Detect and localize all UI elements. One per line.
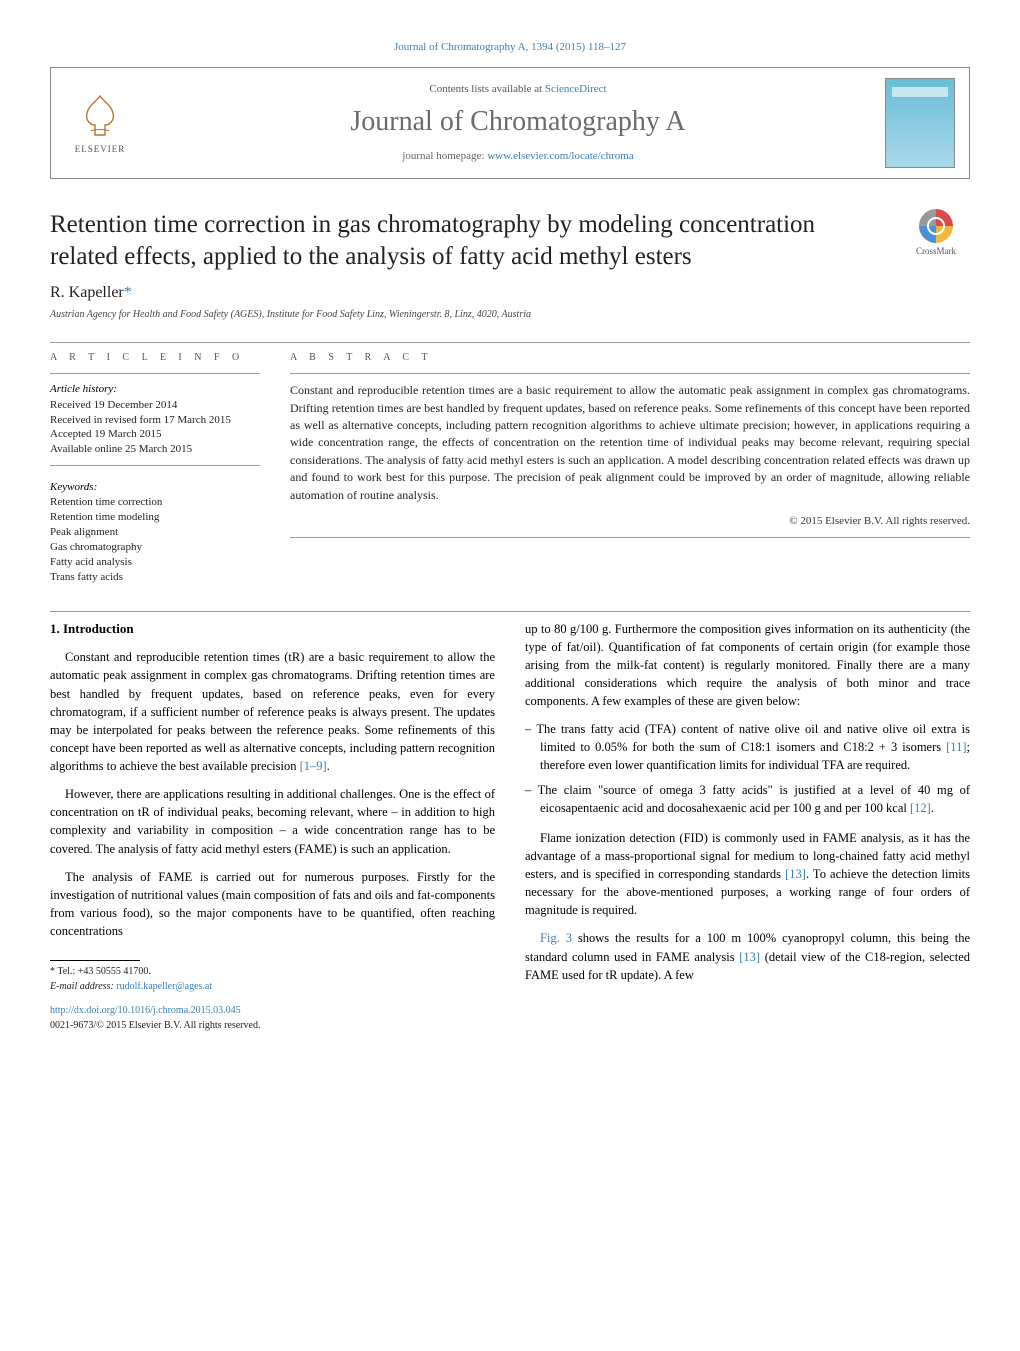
ref-link-1-9[interactable]: [1–9] — [300, 759, 327, 773]
article-title: Retention time correction in gas chromat… — [50, 209, 882, 272]
homepage-line: journal homepage: www.elsevier.com/locat… — [151, 149, 885, 164]
divider — [50, 611, 970, 612]
homepage-prefix: journal homepage: — [402, 150, 487, 162]
contents-line: Contents lists available at ScienceDirec… — [151, 82, 885, 97]
tree-icon — [75, 91, 125, 141]
article-info-label: A R T I C L E I N F O — [50, 351, 260, 365]
author-footnote-marker[interactable]: * — [124, 284, 132, 301]
divider — [50, 465, 260, 466]
history-received: Received 19 December 2014 — [50, 398, 260, 413]
abstract-copyright: © 2015 Elsevier B.V. All rights reserved… — [290, 514, 970, 529]
history-label: Article history: — [50, 382, 260, 397]
history-revised: Received in revised form 17 March 2015 — [50, 413, 260, 428]
history-online: Available online 25 March 2015 — [50, 442, 260, 457]
divider — [290, 373, 970, 374]
intro-p6: Fig. 3 shows the results for a 100 m 100… — [525, 929, 970, 983]
email-link[interactable]: rudolf.kapeller@ages.at — [116, 981, 212, 992]
intro-p1: Constant and reproducible retention time… — [50, 648, 495, 775]
keyword: Fatty acid analysis — [50, 555, 260, 570]
issn-copyright: 0021-9673/© 2015 Elsevier B.V. All right… — [50, 1019, 495, 1034]
keyword: Gas chromatography — [50, 540, 260, 555]
keyword: Retention time correction — [50, 495, 260, 510]
ref-link-13b[interactable]: [13] — [739, 950, 760, 964]
abstract-text: Constant and reproducible retention time… — [290, 382, 970, 504]
author-name: R. Kapeller — [50, 284, 124, 301]
divider — [290, 537, 970, 538]
abstract-label: A B S T R A C T — [290, 351, 970, 365]
corresponding-tel: * Tel.: +43 50555 41700. — [50, 965, 495, 980]
divider — [50, 373, 260, 374]
intro-bullet-list: The trans fatty acid (TFA) content of na… — [525, 720, 970, 817]
author-line: R. Kapeller* — [50, 282, 970, 304]
body-text: 1. Introduction Constant and reproducibl… — [50, 620, 970, 1034]
doi-link[interactable]: http://dx.doi.org/10.1016/j.chroma.2015.… — [50, 1005, 241, 1016]
fig-link-3[interactable]: Fig. 3 — [540, 931, 572, 945]
publisher-name: ELSEVIER — [75, 143, 126, 156]
crossmark-label: CrossMark — [916, 245, 956, 258]
keyword: Retention time modeling — [50, 510, 260, 525]
intro-p2: However, there are applications resultin… — [50, 785, 495, 858]
keywords-label: Keywords: — [50, 480, 260, 495]
article-info-column: A R T I C L E I N F O Article history: R… — [50, 351, 260, 584]
crossmark-badge[interactable]: CrossMark — [902, 209, 970, 258]
history-accepted: Accepted 19 March 2015 — [50, 427, 260, 442]
list-item: The trans fatty acid (TFA) content of na… — [525, 720, 970, 774]
intro-p3: The analysis of FAME is carried out for … — [50, 868, 495, 941]
divider — [50, 342, 970, 343]
homepage-link[interactable]: www.elsevier.com/locate/chroma — [487, 150, 634, 162]
affiliation: Austrian Agency for Health and Food Safe… — [50, 308, 970, 322]
journal-name: Journal of Chromatography A — [151, 102, 885, 141]
citation: Journal of Chromatography A, 1394 (2015)… — [50, 40, 970, 55]
journal-header: ELSEVIER Contents lists available at Sci… — [50, 67, 970, 179]
contents-prefix: Contents lists available at — [429, 83, 544, 95]
sciencedirect-link[interactable]: ScienceDirect — [545, 83, 607, 95]
publisher-logo: ELSEVIER — [65, 83, 135, 163]
keyword: Trans fatty acids — [50, 570, 260, 585]
crossmark-icon — [919, 209, 953, 243]
intro-p4: up to 80 g/100 g. Furthermore the compos… — [525, 620, 970, 711]
ref-link-11[interactable]: [11] — [946, 740, 966, 754]
footnote-block: * Tel.: +43 50555 41700. E-mail address:… — [50, 960, 495, 1033]
section-heading-introduction: 1. Introduction — [50, 620, 495, 639]
ref-link-12[interactable]: [12] — [910, 801, 931, 815]
intro-p5: Flame ionization detection (FID) is comm… — [525, 829, 970, 920]
keyword: Peak alignment — [50, 525, 260, 540]
footnote-rule — [50, 960, 140, 961]
list-item: The claim "source of omega 3 fatty acids… — [525, 781, 970, 817]
corresponding-email: E-mail address: rudolf.kapeller@ages.at — [50, 980, 495, 995]
journal-cover-thumbnail — [885, 78, 955, 168]
abstract-column: A B S T R A C T Constant and reproducibl… — [290, 351, 970, 584]
ref-link-13[interactable]: [13] — [785, 867, 806, 881]
